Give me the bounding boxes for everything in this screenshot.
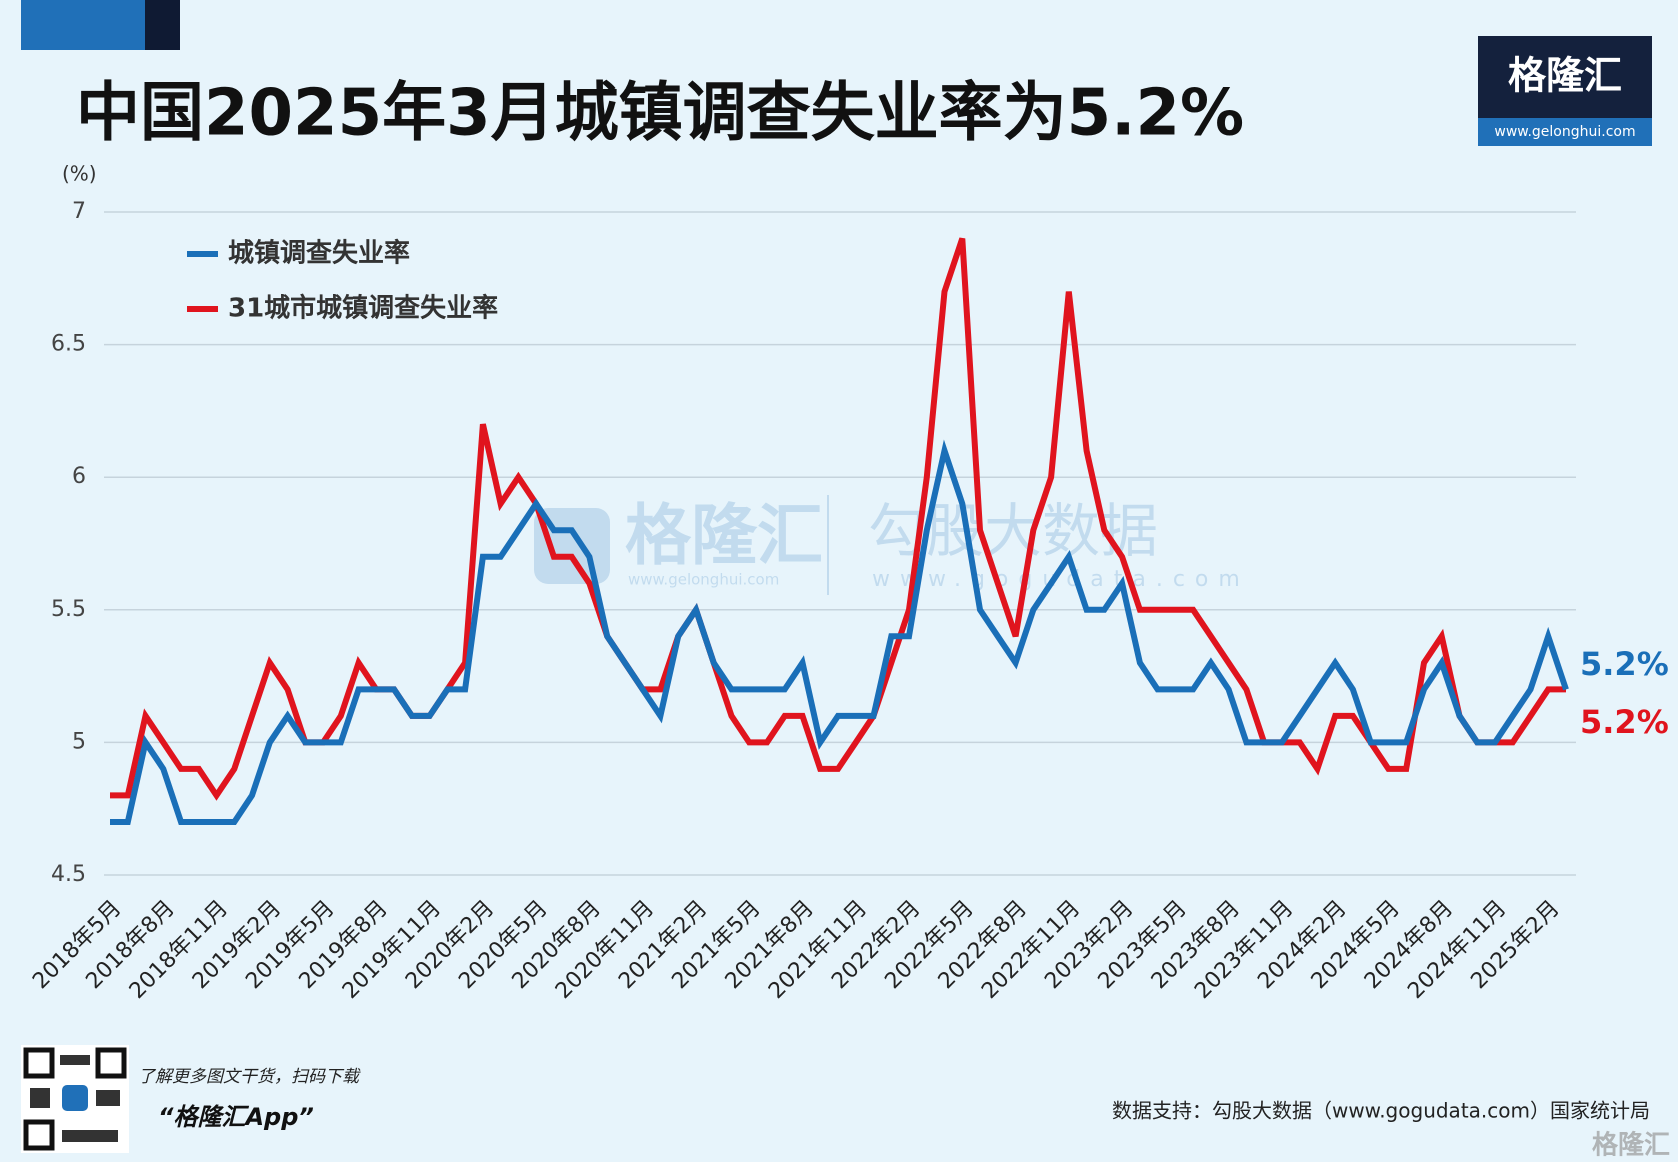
qr-finder [23, 1119, 55, 1151]
qr-finder [95, 1047, 127, 1079]
end-label: 5.2% [1580, 645, 1669, 683]
chart-title: 中国2025年3月城镇调查失业率为5.2% [76, 77, 1244, 151]
legend-label: 城镇调查失业率 [228, 238, 410, 269]
app-name: “格隆汇App” [158, 1103, 314, 1131]
watermark: 格隆汇 www.gelonghui.com 勾股大数据 www.gogudata… [534, 495, 1240, 595]
qr-text: 了解更多图文干货，扫码下载 [138, 1067, 361, 1087]
end-label: 5.2% [1580, 703, 1669, 741]
watermark-text: 勾股大数据 [868, 497, 1158, 565]
qr-logo [62, 1085, 88, 1111]
watermark-text: 格隆汇 [625, 497, 823, 574]
qr-dots [62, 1130, 118, 1142]
legend-label: 31城市城镇调查失业率 [228, 293, 498, 324]
qr-dots [96, 1090, 120, 1106]
y-tick-label: 4.5 [51, 862, 86, 887]
y-tick-label: 6.5 [51, 332, 86, 357]
y-tick-label: 7 [72, 199, 86, 224]
corner-bar [21, 0, 145, 50]
line [110, 237, 1566, 801]
qr-dots [60, 1055, 90, 1065]
logo-url: www.gelonghui.com [1494, 124, 1635, 140]
corner-logo: 格隆汇 [1592, 1130, 1670, 1161]
source: 数据支持：勾股大数据（www.gogudata.com）国家统计局 [1112, 1099, 1650, 1123]
logo: 格隆汇 www.gelonghui.com [1478, 36, 1652, 146]
logo-text: 格隆汇 [1508, 54, 1622, 98]
watermark-url: www.gelonghui.com [628, 571, 779, 589]
qr-code [21, 1045, 129, 1153]
corner-bar-dark [145, 0, 180, 50]
y-tick-label: 5 [72, 729, 86, 754]
qr-finder [23, 1047, 55, 1079]
logo-strip [1478, 118, 1652, 146]
line [110, 439, 1569, 825]
y-unit: (%) [62, 162, 97, 186]
qr-dots [30, 1088, 50, 1108]
y-tick-label: 6 [72, 464, 86, 489]
y-tick-label: 5.5 [51, 597, 86, 622]
